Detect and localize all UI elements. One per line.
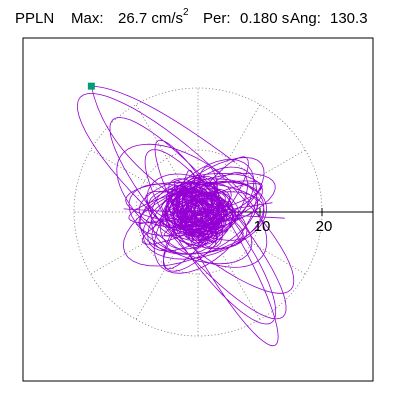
period-label: Per:: [203, 10, 231, 27]
ring-label-10: 10: [254, 218, 271, 235]
tick-labels: 10 20: [254, 218, 333, 235]
motion-trace: [76, 85, 295, 347]
motion-trace-path: [76, 85, 295, 347]
peak-marker-layer: [87, 82, 95, 90]
angle-label: Ang:: [290, 10, 321, 27]
chart-header: PPLN Max: 26.7 cm/s2 Per: 0.180 s Ang: 1…: [0, 7, 400, 32]
period-value: 0.180 s: [240, 10, 290, 27]
max-value-exponent: 2: [183, 7, 189, 18]
max-label: Max:: [71, 10, 104, 27]
ring-label-20: 20: [316, 218, 333, 235]
peak-marker: [87, 82, 95, 90]
max-value: 26.7 cm/s2: [118, 7, 189, 27]
plot-frame: [22, 37, 374, 382]
station-code: PPLN: [15, 10, 55, 27]
max-value-text: 26.7 cm/s: [118, 10, 184, 27]
angle-value: 130.3: [330, 10, 368, 27]
